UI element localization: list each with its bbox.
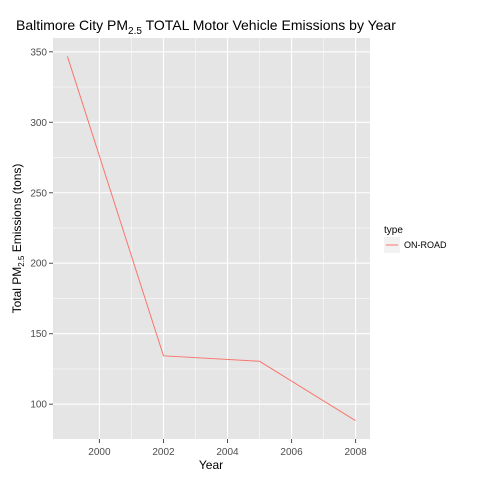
chart-title: Baltimore City PM2.5 TOTAL Motor Vehicle… xyxy=(16,17,396,37)
x-tick-label: 2002 xyxy=(152,447,175,458)
y-tick-label: 100 xyxy=(30,400,47,411)
y-tick-label: 300 xyxy=(30,118,47,129)
y-tick-label: 150 xyxy=(30,329,47,340)
y-tick-label: 350 xyxy=(30,47,47,58)
minor-gridlines xyxy=(53,38,370,439)
x-tick-label: 2004 xyxy=(216,447,239,458)
legend: type ON-ROAD xyxy=(384,225,447,253)
plot-panel xyxy=(53,38,370,439)
y-axis-title: Total PM2.5 Emissions (tons) xyxy=(10,164,26,314)
x-axis: 2000 2002 2004 2006 2008 xyxy=(88,439,367,458)
legend-label: ON-ROAD xyxy=(404,240,447,250)
x-tick-label: 2000 xyxy=(88,447,111,458)
y-axis: 100 150 200 250 300 350 xyxy=(30,47,53,411)
y-tick-label: 200 xyxy=(30,259,47,270)
x-tick-label: 2006 xyxy=(280,447,303,458)
x-tick-label: 2008 xyxy=(344,447,367,458)
series-line-on-road xyxy=(66,56,356,422)
legend-title: type xyxy=(384,225,403,236)
y-tick-label: 250 xyxy=(30,188,47,199)
major-gridlines xyxy=(53,38,370,439)
x-axis-title: Year xyxy=(199,458,223,472)
